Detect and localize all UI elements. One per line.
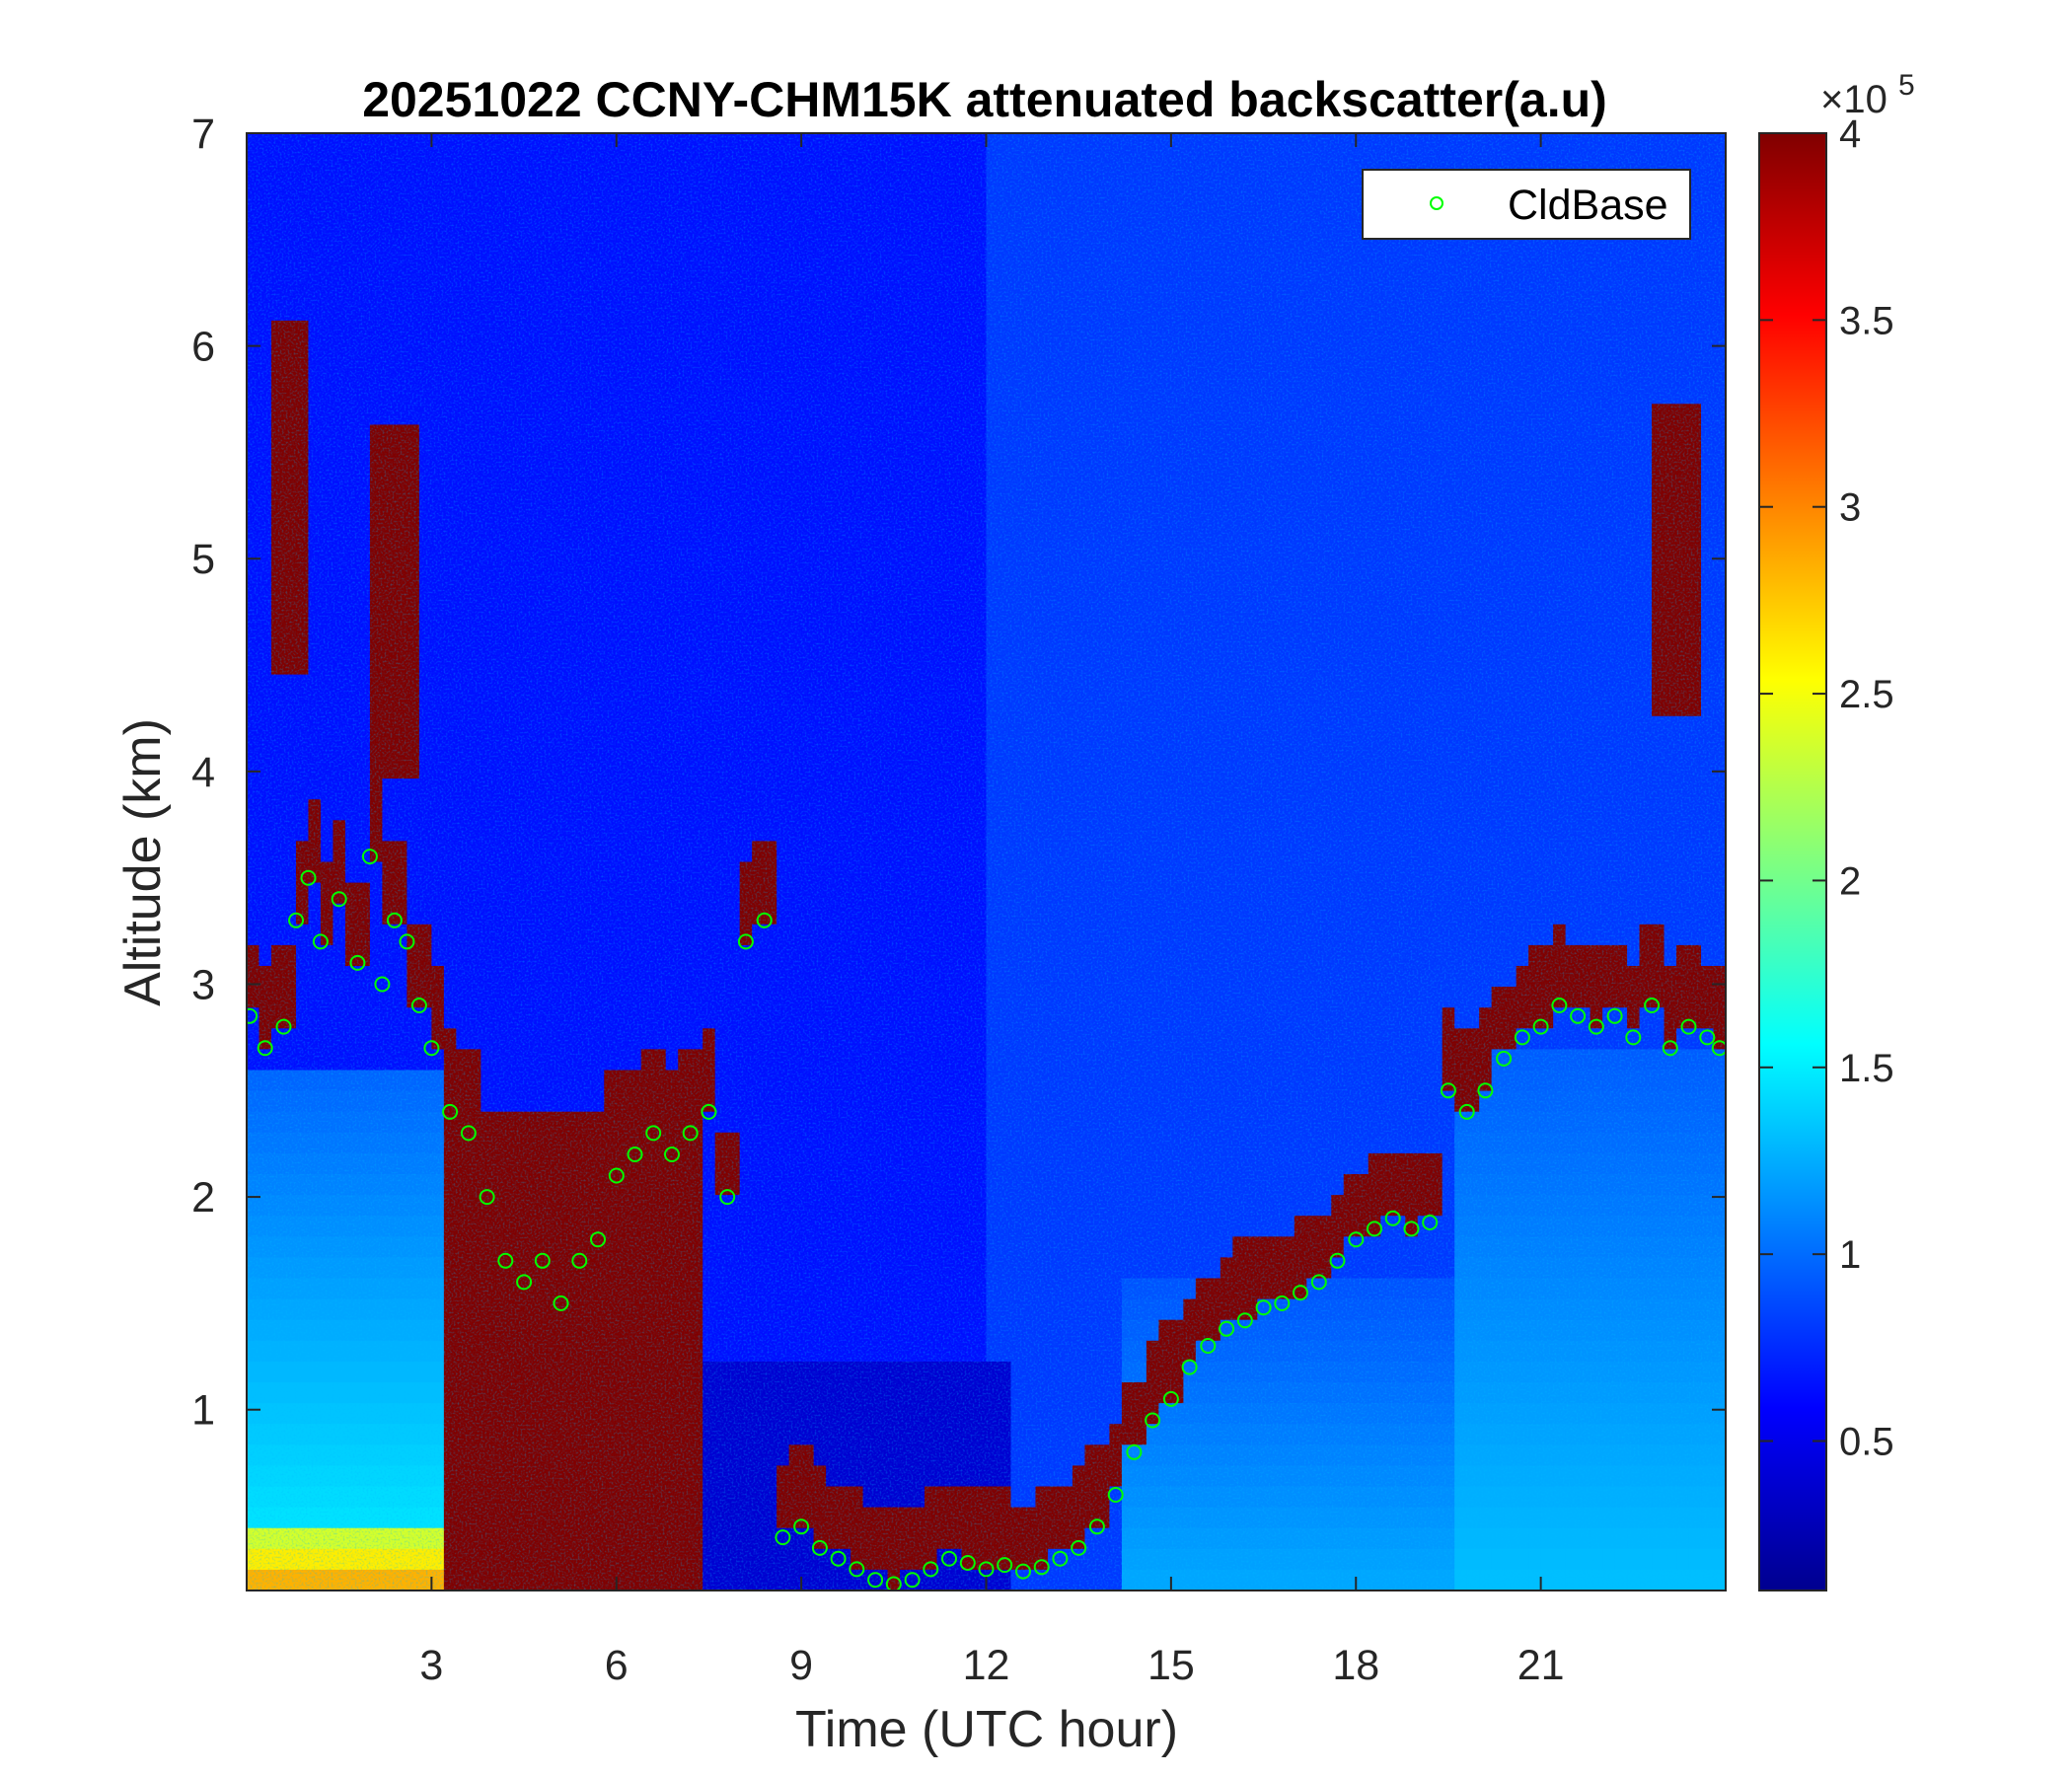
chart-title: 20251022 CCNY-CHM15K attenuated backscat…	[362, 72, 1607, 127]
plot-area	[247, 133, 1726, 1591]
